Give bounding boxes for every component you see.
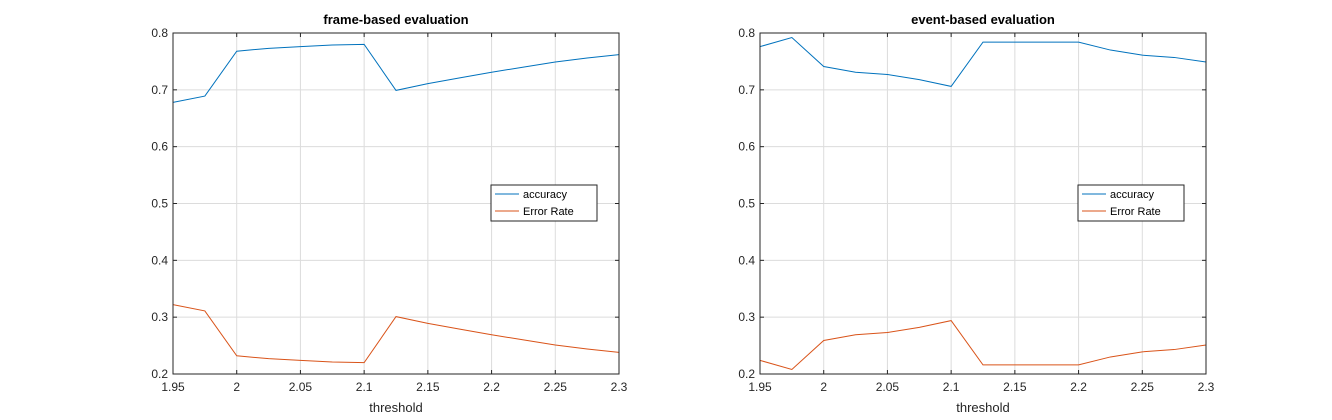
x-axis-label: threshold	[956, 400, 1009, 415]
legend-label: Error Rate	[1110, 206, 1161, 218]
y-tick-label: 0.7	[151, 83, 168, 97]
x-tick-label: 2	[820, 380, 827, 394]
legend-label: Error Rate	[523, 206, 574, 218]
x-tick-label: 2.05	[876, 380, 900, 394]
x-tick-label: 2.3	[611, 380, 628, 394]
legend-box	[1077, 184, 1185, 222]
legend-label: accuracy	[523, 189, 568, 201]
x-tick-label: 2.2	[1070, 380, 1087, 394]
series-line-accuracy	[172, 43, 620, 103]
chart-title: frame-based evaluation	[323, 12, 468, 27]
y-tick-label: 0.8	[738, 26, 755, 40]
x-tick-label: 1.95	[161, 380, 185, 394]
legend-label: accuracy	[1110, 189, 1155, 201]
y-tick-label: 0.6	[738, 140, 755, 154]
y-tick-label: 0.4	[151, 253, 168, 267]
series-line-accuracy	[759, 36, 1207, 87]
series-line-error-rate	[759, 320, 1207, 371]
x-tick-label: 2.3	[1198, 380, 1215, 394]
x-tick-label: 2.15	[416, 380, 440, 394]
x-tick-label: 2.05	[289, 380, 313, 394]
y-tick-label: 0.4	[738, 253, 755, 267]
chart-panel-2: 1.95 2 2.05 2.1 2.15 2.2 2.25 2.3 0.2 0.3 0.4 0.5 0.…	[738, 12, 1214, 415]
x-tick-label: 2.2	[483, 380, 500, 394]
chart-title: event-based evaluation	[911, 12, 1055, 27]
x-tick-label: 2	[233, 380, 240, 394]
x-tick-label: 2.15	[1003, 380, 1027, 394]
series-line-error-rate	[172, 304, 620, 364]
x-tick-label: 2.25	[544, 380, 568, 394]
chart-panel-1: 1.95 2 2.05 2.1 2.15 2.2 2.25 2.3 0.2 0.3 0.4 0.5 0.…	[151, 12, 627, 415]
y-tick-label: 0.3	[151, 310, 168, 324]
x-axis-label: threshold	[369, 400, 422, 415]
legend: accuracy Error Rate	[1077, 184, 1185, 222]
y-tick-label: 0.7	[738, 83, 755, 97]
x-tick-label: 2.25	[1131, 380, 1155, 394]
legend-box	[490, 184, 598, 222]
y-tick-label: 0.5	[151, 197, 168, 211]
legend: accuracy Error Rate	[490, 184, 598, 222]
x-tick-label: 2.1	[943, 380, 960, 394]
y-tick-label: 0.2	[738, 367, 755, 381]
y-tick-label: 0.6	[151, 140, 168, 154]
y-tick-label: 0.3	[738, 310, 755, 324]
x-tick-label: 1.95	[748, 380, 772, 394]
y-tick-label: 0.2	[151, 367, 168, 381]
y-tick-label: 0.5	[738, 197, 755, 211]
y-tick-label: 0.8	[151, 26, 168, 40]
x-tick-label: 2.1	[356, 380, 373, 394]
